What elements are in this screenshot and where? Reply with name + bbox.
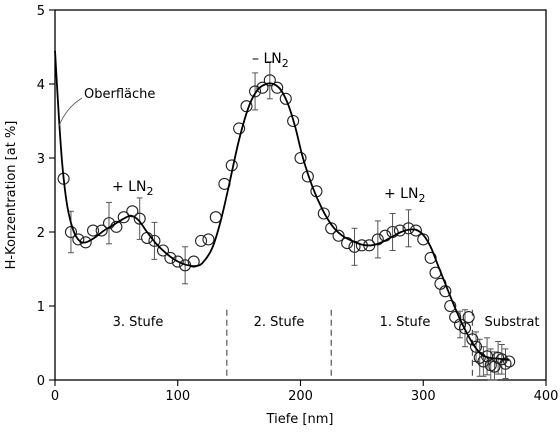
data-point [371,233,384,246]
annotation-oberflaeche: Oberfläche [84,87,155,102]
data-point [164,251,177,264]
annotation-peak-1: + LN2 [112,179,153,198]
data-point [202,233,215,246]
data-point [249,85,262,98]
ticks: 0 100 200 300 400 0 1 2 3 4 5 [37,4,559,404]
label-substrat: Substrat [484,315,539,330]
y-axis-title: H-Konzentration [at %] [4,121,19,270]
data-point [325,222,338,235]
data-point [279,92,292,105]
x-tick-label: 0 [51,389,59,404]
y-tick-label: 5 [37,4,45,19]
data-point [499,357,512,370]
y-tick-label: 2 [37,226,45,241]
annotation-peak-3: + LN2 [384,186,425,205]
data-point [458,322,472,335]
data-point [409,224,422,237]
data-point [117,211,130,224]
x-axis-title: Tiefe [nm] [266,412,334,427]
data-point [402,222,415,235]
annotation-peak-1-text: + LN [112,179,146,195]
data-point [466,333,479,346]
x-tick-label: 300 [411,389,436,404]
data-point [195,234,208,247]
data-point [72,233,85,246]
data-point [271,81,284,94]
data-point [148,234,161,247]
y-tick-label: 1 [37,300,45,315]
data-point [209,211,222,224]
oberflaeche-leader [58,97,83,127]
data-point [187,255,200,268]
annotation-peak-2-text: – LN [252,51,282,67]
data-point [64,225,78,239]
data-point [332,229,345,242]
fit-curve [54,50,510,361]
data-point [317,207,330,220]
data-point [263,74,276,87]
data-point [171,255,184,268]
annotation-peak-1-subscript: 2 [146,185,153,198]
error-bars [67,61,509,381]
data-point [444,299,457,313]
label-stufe-1: 1. Stufe [380,315,431,330]
data-point [87,224,100,237]
data-point [156,244,170,257]
data-point [503,355,516,368]
label-stufe-3: 3. Stufe [113,315,164,330]
data-point [102,217,116,230]
annotation-peak-2-subscript: 2 [282,57,289,70]
data-point [133,212,146,225]
annotation-peak-3-text: + LN [384,186,418,202]
data-point [462,311,475,324]
fit-line [54,50,510,361]
data-point [95,224,108,237]
data-point [294,151,307,165]
annotation-peak-2: – LN2 [252,51,289,70]
y-tick-label: 0 [37,374,45,389]
x-tick-label: 100 [165,389,190,404]
data-point [287,114,300,128]
data-point [469,340,483,353]
y-tick-label: 3 [37,152,45,167]
data-point [233,122,246,135]
x-tick-label: 200 [288,389,313,404]
x-tick-label: 400 [534,389,559,404]
y-tick-label: 4 [37,78,45,93]
data-point [256,81,269,94]
label-stufe-2: 2. Stufe [254,315,305,330]
data-point [341,237,354,250]
annotation-peak-3-subscript: 2 [418,192,425,205]
